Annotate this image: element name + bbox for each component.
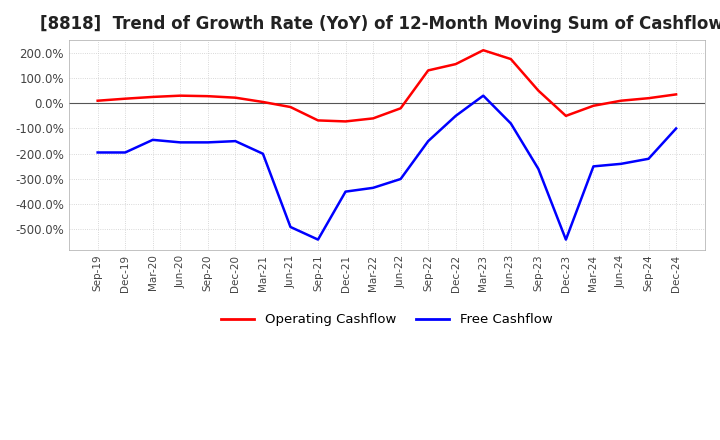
Operating Cashflow	[341, 119, 350, 124]
Operating Cashflow	[672, 92, 680, 97]
Free Cashflow	[369, 185, 377, 191]
Operating Cashflow	[562, 113, 570, 118]
Line: Free Cashflow: Free Cashflow	[98, 95, 676, 240]
Operating Cashflow	[534, 88, 543, 93]
Operating Cashflow	[424, 68, 433, 73]
Free Cashflow	[341, 189, 350, 194]
Free Cashflow	[562, 237, 570, 242]
Operating Cashflow	[231, 95, 240, 100]
Operating Cashflow	[121, 96, 130, 101]
Free Cashflow	[451, 113, 460, 118]
Operating Cashflow	[176, 93, 184, 98]
Legend: Operating Cashflow, Free Cashflow: Operating Cashflow, Free Cashflow	[216, 308, 558, 331]
Free Cashflow	[589, 164, 598, 169]
Operating Cashflow	[148, 94, 157, 99]
Operating Cashflow	[616, 98, 625, 103]
Operating Cashflow	[369, 116, 377, 121]
Free Cashflow	[479, 93, 487, 98]
Free Cashflow	[616, 161, 625, 166]
Free Cashflow	[396, 176, 405, 182]
Free Cashflow	[672, 126, 680, 131]
Operating Cashflow	[204, 94, 212, 99]
Operating Cashflow	[451, 62, 460, 67]
Operating Cashflow	[286, 104, 294, 110]
Operating Cashflow	[396, 106, 405, 111]
Free Cashflow	[314, 237, 323, 242]
Title: [8818]  Trend of Growth Rate (YoY) of 12-Month Moving Sum of Cashflows: [8818] Trend of Growth Rate (YoY) of 12-…	[40, 15, 720, 33]
Operating Cashflow	[258, 99, 267, 105]
Operating Cashflow	[314, 118, 323, 123]
Free Cashflow	[258, 151, 267, 156]
Free Cashflow	[534, 166, 543, 172]
Free Cashflow	[121, 150, 130, 155]
Free Cashflow	[231, 139, 240, 144]
Free Cashflow	[424, 139, 433, 144]
Operating Cashflow	[94, 98, 102, 103]
Line: Operating Cashflow: Operating Cashflow	[98, 50, 676, 121]
Operating Cashflow	[506, 56, 515, 62]
Free Cashflow	[176, 140, 184, 145]
Free Cashflow	[644, 156, 653, 161]
Operating Cashflow	[644, 95, 653, 101]
Free Cashflow	[94, 150, 102, 155]
Operating Cashflow	[589, 103, 598, 108]
Free Cashflow	[204, 140, 212, 145]
Operating Cashflow	[479, 48, 487, 53]
Free Cashflow	[506, 121, 515, 126]
Free Cashflow	[286, 224, 294, 230]
Free Cashflow	[148, 137, 157, 143]
